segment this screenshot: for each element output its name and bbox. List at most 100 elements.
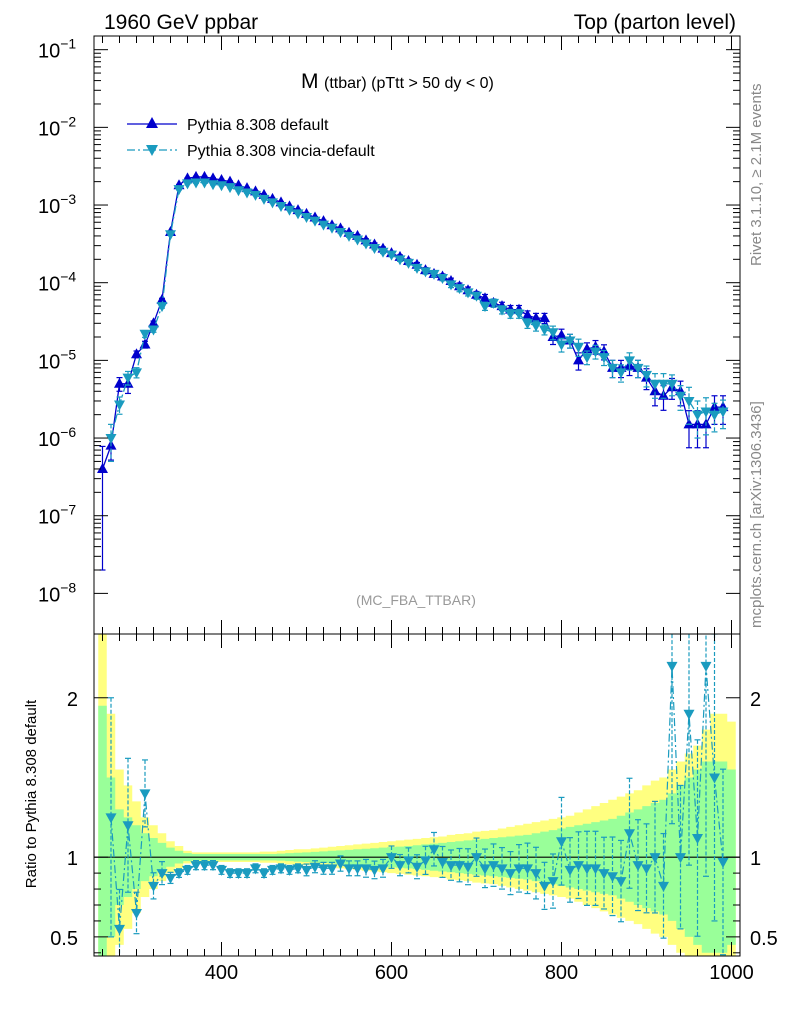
ratio-ytick-label-right: 2 [750, 689, 761, 711]
data-point [105, 434, 117, 445]
data-point [658, 379, 669, 390]
ratio-data-point [122, 821, 134, 832]
ratio-data-point [309, 862, 321, 873]
ytick-label: 10−3 [38, 191, 76, 218]
ratio-data-point [156, 869, 168, 880]
ratio-data-point [547, 877, 559, 888]
ratio-data-point [658, 881, 669, 892]
legend: Pythia 8.308 default Pythia 8.308 vincia… [127, 117, 375, 160]
ratio-data-point [318, 864, 329, 875]
ratio-data-point [666, 661, 678, 672]
data-point [199, 170, 210, 181]
ratio-data-point [530, 869, 542, 880]
data-point [666, 379, 678, 390]
data-point [675, 391, 686, 402]
data-point [590, 347, 601, 358]
data-point [148, 325, 159, 336]
ratio-data-point [292, 864, 304, 875]
ytick-label: 10−2 [38, 113, 76, 140]
xtick-label: 800 [545, 962, 578, 984]
ratio-data-point [360, 864, 372, 875]
data-point [641, 370, 652, 381]
data-point [420, 267, 431, 278]
ratio-data-point [505, 869, 516, 880]
ratio-data-point [250, 864, 261, 875]
ratio-data-point [165, 873, 176, 884]
ytick-label: 10−6 [38, 424, 76, 451]
ratio-data-point [649, 853, 661, 864]
data-point [182, 179, 193, 190]
xtick-label: 400 [205, 962, 238, 984]
ratio-data-point [539, 881, 550, 892]
data-point [97, 462, 108, 473]
data-point [513, 309, 525, 320]
data-point [233, 186, 244, 197]
ratio-data-point [369, 865, 380, 876]
ratio-data-point [454, 861, 465, 872]
data-point [598, 353, 610, 364]
data-point [437, 273, 448, 284]
ratio-data-point [114, 924, 125, 935]
legend-label-vincia: Pythia 8.308 vincia-default [187, 143, 375, 160]
ratio-panel-frame [93, 633, 741, 957]
ratio-data-point [675, 853, 686, 864]
data-point [275, 202, 287, 213]
ytick-label: 10−4 [38, 269, 76, 296]
energy-label: 1960 GeV ppbar [104, 11, 258, 34]
data-point [326, 223, 338, 234]
data-point [352, 235, 363, 246]
data-point [530, 321, 542, 332]
data-point [207, 180, 219, 191]
ratio-data-point [496, 864, 508, 875]
main-axes: 10−8 10−7 10−6 10−5 10−4 10−3 10−2 10−1 [38, 36, 740, 634]
data-point [258, 194, 270, 205]
xtick-label: 600 [375, 962, 408, 984]
xtick-label: 1000 [709, 962, 754, 984]
ratio-data-point [581, 864, 593, 875]
ratio-ytick-label-left: 0.5 [50, 928, 78, 950]
data-point [369, 243, 380, 254]
ratio-data-point [615, 877, 627, 888]
process-label: Top (parton level) [574, 11, 736, 34]
ratio-data-point [275, 864, 287, 875]
data-point [139, 329, 151, 340]
ratio-data-point [411, 862, 423, 873]
data-point [250, 190, 261, 201]
legend-entry-default: Pythia 8.308 default [127, 117, 329, 134]
ratio-data-point [386, 853, 397, 864]
data-point [403, 258, 414, 269]
data-point [199, 178, 210, 189]
ratio-ytick-label-right: 1 [750, 848, 761, 870]
ratio-data-point [233, 869, 244, 880]
mcplots-label: mcplots.cern.ch [arXiv:1306.3436] [748, 401, 765, 628]
plot-title-main: M [301, 70, 319, 93]
data-point [207, 172, 219, 183]
ratio-data-point [241, 869, 253, 880]
data-point [224, 183, 236, 194]
data-point [190, 178, 202, 189]
ratio-data-point [105, 813, 117, 824]
data-point [683, 396, 695, 407]
ratio-data-point [692, 834, 703, 845]
ratio-data-point [258, 869, 270, 880]
ratio-data-point [573, 861, 584, 872]
legend-marker-default [146, 117, 158, 128]
analysis-watermark: (MC_FBA_TTBAR) [356, 592, 476, 608]
data-point [522, 309, 533, 320]
ratio-ylabel: Ratio to Pythia 8.308 default [23, 699, 40, 888]
ratio-data-point [377, 864, 389, 875]
side-labels: Rivet 3.1.10, ≥ 2.1M events mcplots.cern… [748, 84, 765, 629]
ratio-data-point [224, 869, 236, 880]
data-point [284, 205, 295, 216]
ytick-label: 10−1 [38, 36, 76, 63]
ratio-data-point [131, 908, 142, 919]
ratio-data-point [267, 865, 278, 876]
data-point [539, 325, 550, 336]
ratio-data-point [607, 872, 618, 883]
data-point [649, 379, 661, 390]
data-point [471, 291, 482, 302]
ytick-label: 10−8 [38, 579, 76, 606]
data-point [428, 269, 440, 280]
data-point [114, 400, 125, 411]
ytick-label: 10−7 [38, 502, 76, 529]
